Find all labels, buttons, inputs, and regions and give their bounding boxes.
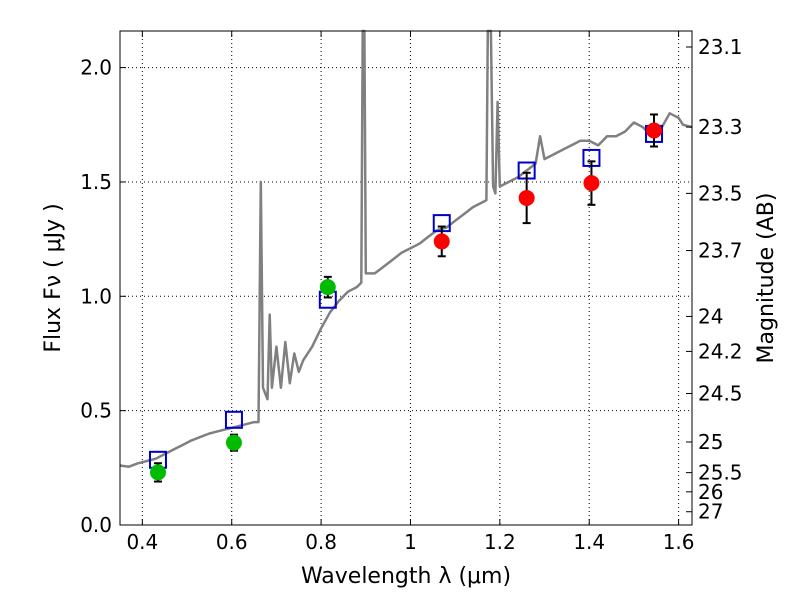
mag-tick-label: 23.1 xyxy=(698,35,743,59)
model-photometry-square xyxy=(224,410,243,429)
x-tick-label: 1.6 xyxy=(663,530,695,554)
nir-data-point xyxy=(433,233,450,250)
data-markers xyxy=(148,113,664,483)
y-tick-label: 2.0 xyxy=(80,56,112,80)
x-tick-label: 1 xyxy=(404,530,417,554)
optical-data-point xyxy=(319,279,336,296)
x-tick-label: 0.8 xyxy=(305,530,337,554)
x-axis-label: Wavelength λ (μm) xyxy=(301,564,511,589)
y-tick-label: 1.0 xyxy=(80,284,112,308)
x-tick-label: 1.2 xyxy=(484,530,516,554)
nir-data-point xyxy=(518,189,535,206)
y-axis-label: Flux Fν ( μJy ) xyxy=(41,203,66,352)
grid-lines xyxy=(120,31,692,526)
right-axis-label: Magnitude (AB) xyxy=(754,193,779,364)
optical-data-point xyxy=(225,434,242,451)
y-tick-label: 1.5 xyxy=(80,170,112,194)
model-spectrum-line xyxy=(119,29,693,468)
plot-frame xyxy=(119,30,693,526)
x-tick-label: 0.6 xyxy=(216,530,248,554)
mag-tick-label: 27 xyxy=(698,500,723,524)
mag-tick-label: 25 xyxy=(698,430,723,454)
mag-tick-label: 24.5 xyxy=(698,381,743,405)
mag-tick-label: 25.5 xyxy=(698,461,743,485)
x-tick-label: 1.4 xyxy=(573,530,605,554)
y-tick-label: 0.5 xyxy=(80,399,112,423)
mag-tick-label: 23.7 xyxy=(698,239,743,263)
mag-tick-label: 23.3 xyxy=(698,115,743,139)
nir-data-point xyxy=(583,175,600,192)
mag-tick-label: 23.5 xyxy=(698,181,743,205)
spectrum-layer xyxy=(119,29,693,468)
nir-data-point xyxy=(646,122,663,139)
mag-tick-label: 24.2 xyxy=(698,339,743,363)
x-tick-label: 0.4 xyxy=(126,530,158,554)
mag-tick-label: 26 xyxy=(698,480,723,504)
optical-data-point xyxy=(149,464,166,481)
axis-ticks: 0.4 0.6 0.8 1 1.2 1.4 1.6 0.0 0.5 1.0 1.5 2.0 23.1 23… xyxy=(80,31,743,554)
mag-tick-label: 24 xyxy=(698,304,723,328)
y-tick-label: 0.0 xyxy=(80,513,112,537)
